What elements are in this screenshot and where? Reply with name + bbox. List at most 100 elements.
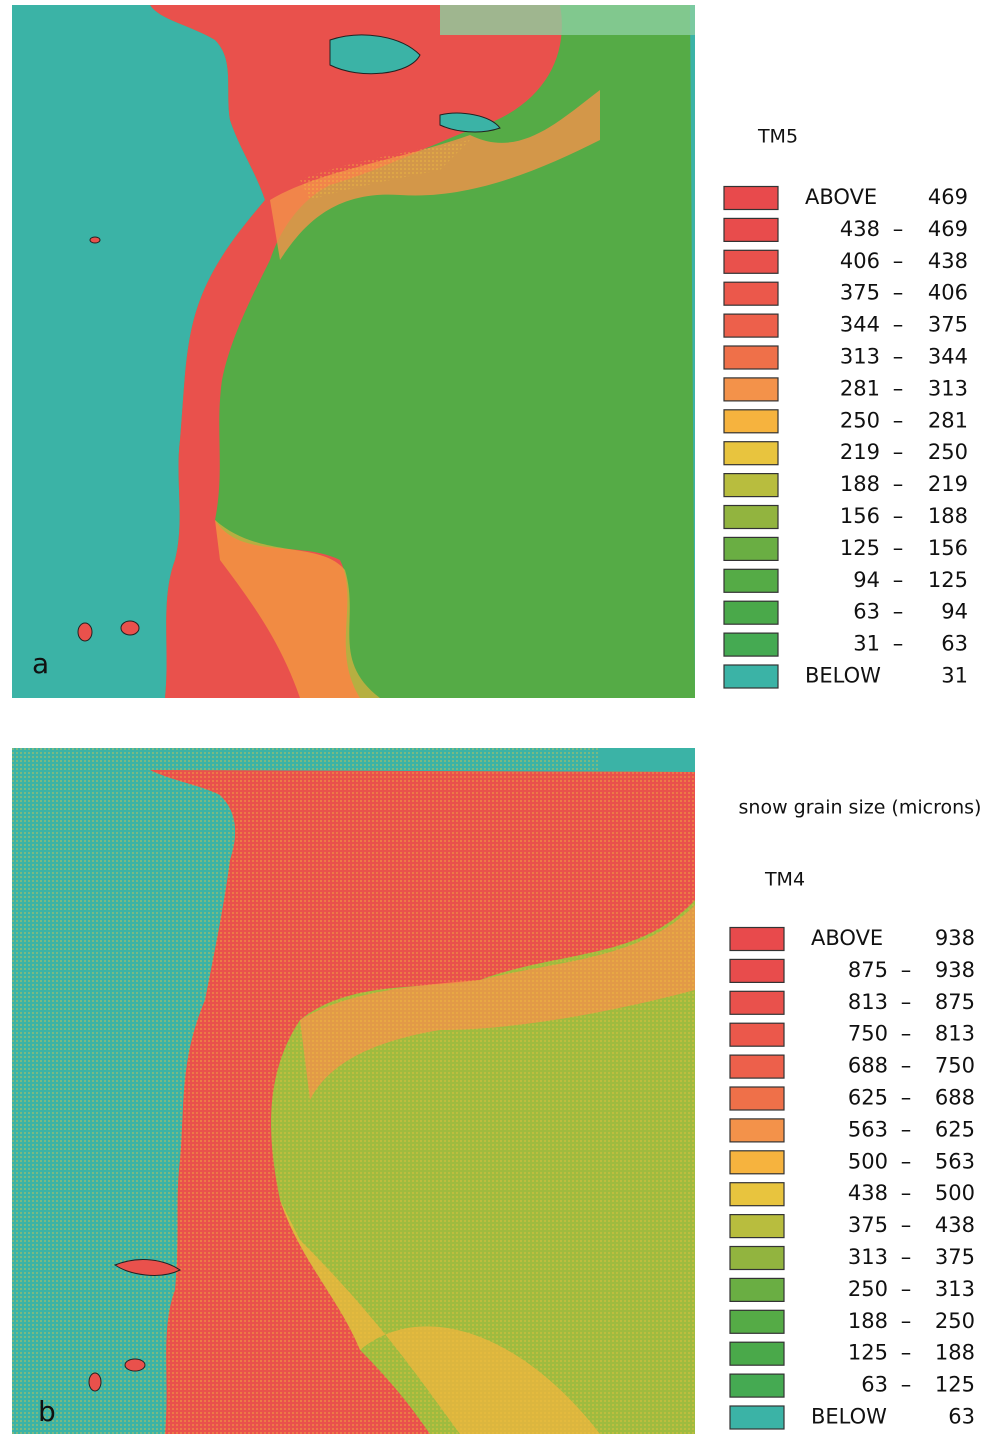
legend-title: TM4 (764, 869, 805, 891)
legend-low: 31 (853, 632, 880, 656)
legend-separator: – (901, 1277, 912, 1301)
map-a (12, 5, 695, 698)
legend-swatch (730, 1151, 784, 1174)
legend-swatch (730, 1023, 784, 1046)
caption: snow grain size (microns) (739, 797, 982, 819)
legend-separator: – (893, 345, 904, 369)
legend-name: BELOW (805, 664, 881, 688)
legend-high: 250 (928, 440, 968, 464)
legend-separator: – (893, 632, 904, 656)
legend-separator: – (893, 376, 904, 400)
legend-low: 63 (861, 1373, 888, 1397)
panel-label: b (38, 1395, 56, 1428)
legend-low: 250 (840, 408, 880, 432)
legend-separator: – (901, 990, 912, 1014)
legend-separator: – (901, 1309, 912, 1333)
legend-low: 125 (840, 536, 880, 560)
legend-high: 219 (928, 472, 968, 496)
legend-separator: – (901, 1054, 912, 1078)
legend-low: 750 (848, 1022, 888, 1046)
legend-swatch (724, 601, 778, 624)
legend-separator: – (893, 472, 904, 496)
legend-swatch (730, 1215, 784, 1238)
legend-high: 688 (935, 1086, 975, 1110)
legend-high: 500 (935, 1181, 975, 1205)
legend-high: 63 (941, 632, 968, 656)
legend-separator: – (901, 1149, 912, 1173)
legend-separator: – (901, 1245, 912, 1269)
legend-separator: – (893, 281, 904, 305)
legend-low: 688 (848, 1054, 888, 1078)
legend-low: 313 (848, 1245, 888, 1269)
legend-low: 313 (840, 345, 880, 369)
legend-swatch (724, 346, 778, 369)
map-b (12, 748, 695, 1434)
legend-separator: – (901, 958, 912, 982)
legend-swatch (724, 665, 778, 688)
legend-value: 469 (928, 185, 968, 209)
legend-separator: – (893, 568, 904, 592)
legend-swatch (724, 378, 778, 401)
legend-high: 938 (935, 958, 975, 982)
legend-separator: – (893, 536, 904, 560)
legend-value: 63 (948, 1405, 975, 1429)
legend-swatch (730, 1119, 784, 1142)
legend-swatch (730, 1406, 784, 1429)
legend-swatch (724, 633, 778, 656)
legend-separator: – (893, 504, 904, 528)
legend-separator: – (893, 249, 904, 273)
legend-low: 156 (840, 504, 880, 528)
legend-low: 438 (848, 1181, 888, 1205)
legend-low: 188 (848, 1309, 888, 1333)
legend-high: 625 (935, 1117, 975, 1141)
legend-low: 188 (840, 472, 880, 496)
legend-high: 438 (935, 1213, 975, 1237)
legend-separator: – (901, 1117, 912, 1141)
legend-high: 188 (928, 504, 968, 528)
legend-swatch (724, 314, 778, 337)
legend-high: 375 (928, 313, 968, 337)
legend-swatch (730, 991, 784, 1014)
panel-label: a (32, 647, 49, 680)
legend-swatch (730, 1055, 784, 1078)
legend-swatch (730, 1087, 784, 1110)
legend-separator: – (893, 440, 904, 464)
legend-low: 500 (848, 1149, 888, 1173)
legend-swatch (730, 1374, 784, 1397)
legend-high: 438 (928, 249, 968, 273)
legend-separator: – (901, 1181, 912, 1205)
legend-high: 406 (928, 281, 968, 305)
legend-swatch (730, 959, 784, 982)
legend-separator: – (893, 217, 904, 241)
legend-separator: – (901, 1213, 912, 1237)
legend-low: 63 (853, 600, 880, 624)
legend-low: 625 (848, 1086, 888, 1110)
legend-swatch (724, 187, 778, 210)
legend-low: 344 (840, 313, 880, 337)
legend-swatch (730, 1247, 784, 1270)
legend-high: 313 (928, 376, 968, 400)
legend-value: 31 (941, 664, 968, 688)
legend-low: 375 (840, 281, 880, 305)
legend-high: 563 (935, 1149, 975, 1173)
legend-high: 344 (928, 345, 968, 369)
legend-swatch (724, 282, 778, 305)
legend-high: 813 (935, 1022, 975, 1046)
legend-low: 438 (840, 217, 880, 241)
legend-name: ABOVE (811, 926, 883, 950)
legend-name: ABOVE (805, 185, 877, 209)
legend-swatch (724, 218, 778, 241)
legend-swatch (730, 1342, 784, 1365)
legend-low: 875 (848, 958, 888, 982)
legend-value: 938 (935, 926, 975, 950)
legend-high: 750 (935, 1054, 975, 1078)
legend-low: 813 (848, 990, 888, 1014)
legend-swatch (724, 537, 778, 560)
legend-low: 219 (840, 440, 880, 464)
legend-low: 281 (840, 376, 880, 400)
legend-separator: – (901, 1022, 912, 1046)
legend-name: BELOW (811, 1405, 887, 1429)
legend-separator: – (893, 408, 904, 432)
legend-swatch (730, 1183, 784, 1206)
legend-high: 188 (935, 1341, 975, 1365)
